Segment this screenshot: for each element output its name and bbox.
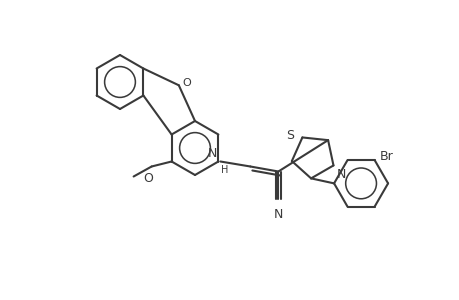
Text: S: S — [286, 129, 294, 142]
Text: Br: Br — [379, 151, 392, 164]
Text: H: H — [221, 164, 228, 175]
Text: O: O — [143, 172, 153, 184]
Text: N: N — [336, 168, 345, 182]
Text: O: O — [182, 78, 191, 88]
Text: N: N — [273, 208, 282, 220]
Text: N: N — [207, 146, 217, 160]
